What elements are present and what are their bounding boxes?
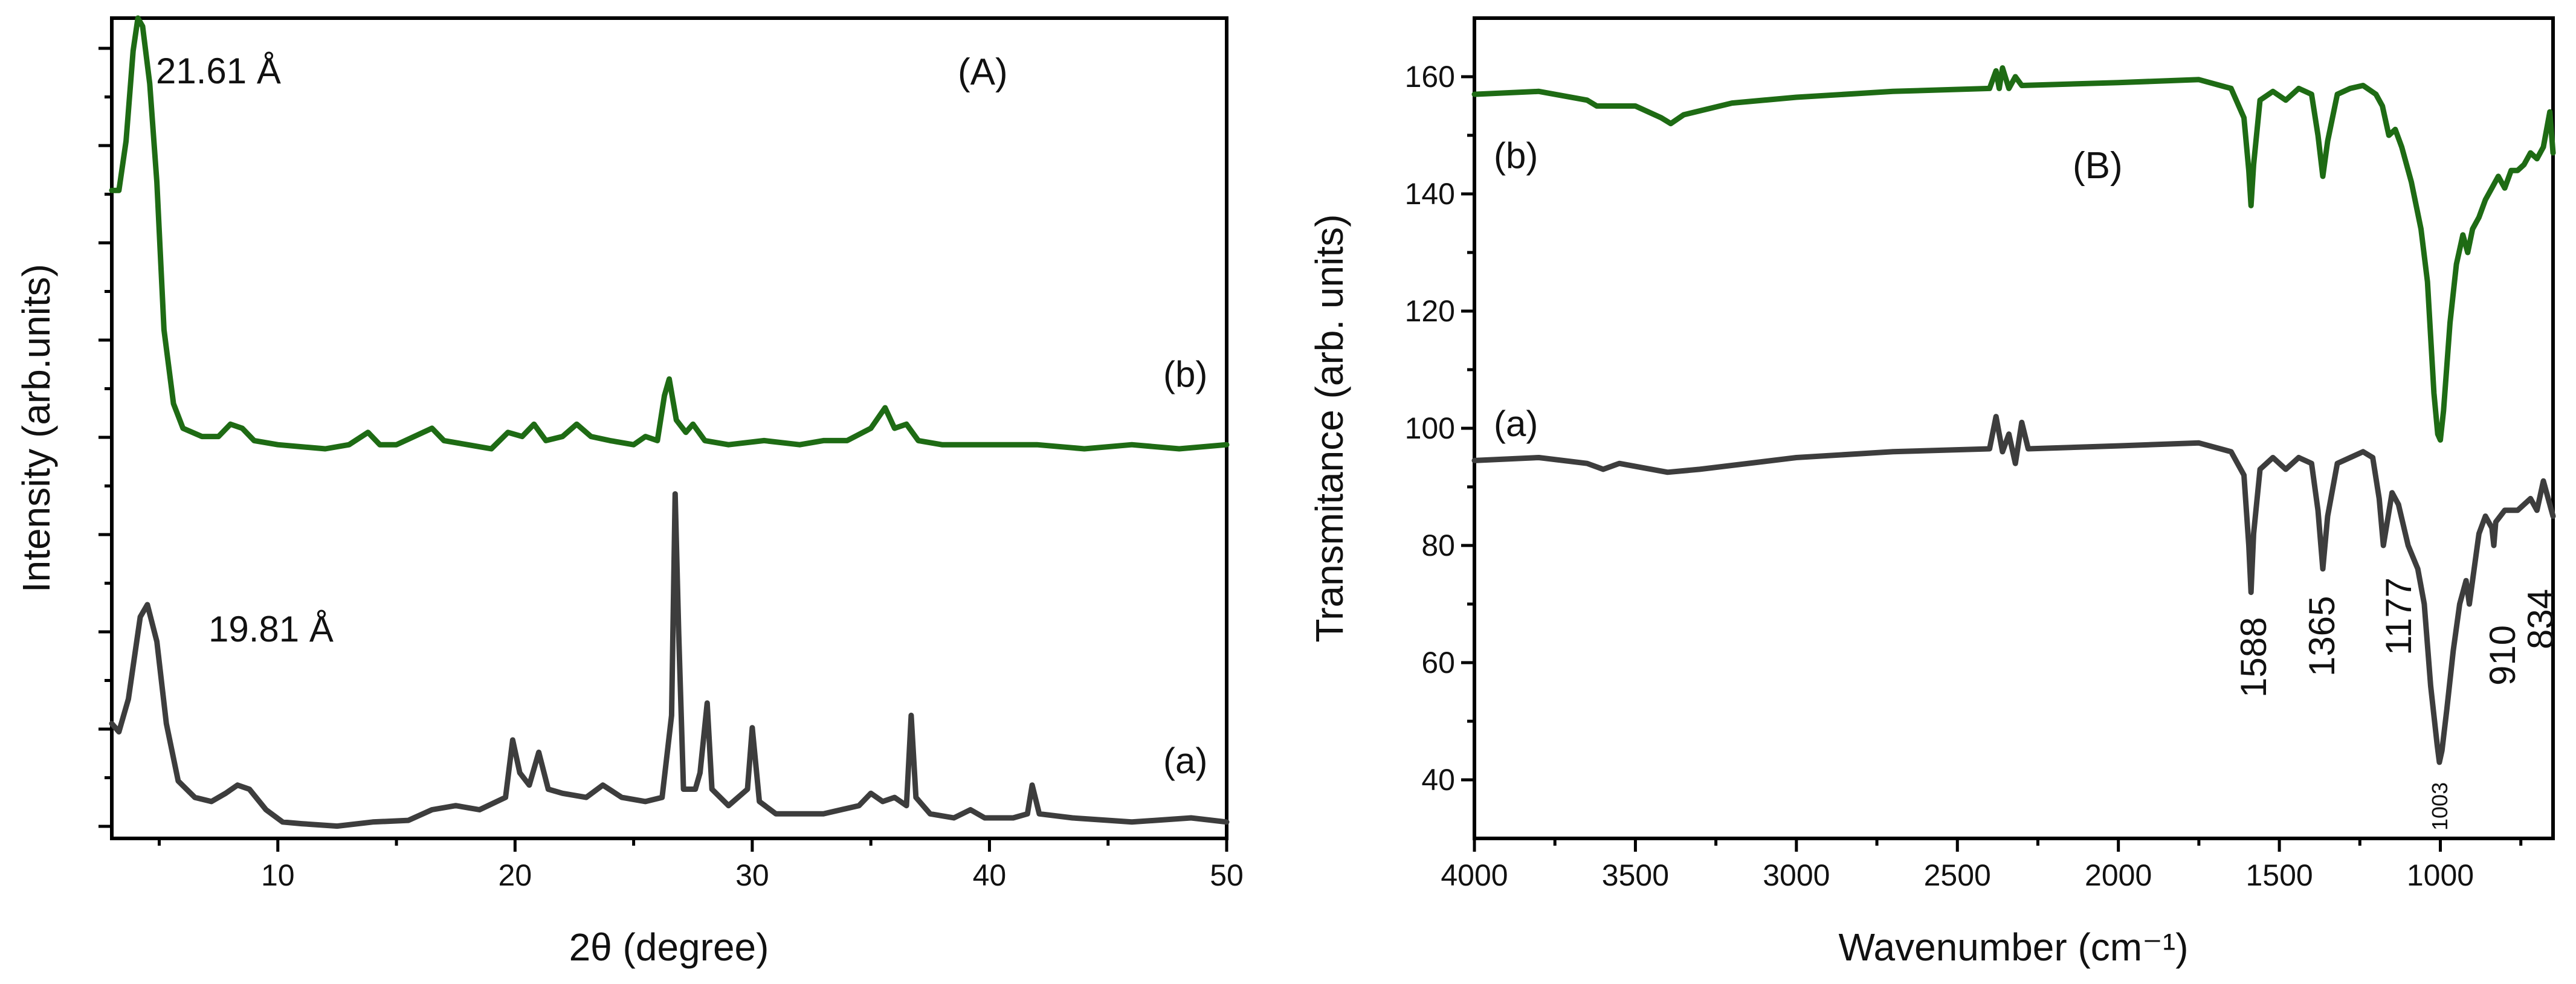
ftir-peak-1003: 1003: [2427, 782, 2452, 831]
ftir-panel-label: (B): [2073, 145, 2123, 187]
xrd-x-tick-label: 10: [261, 858, 295, 892]
xrd-panel-label: (A): [958, 51, 1008, 93]
ftir-peak-1588: 1588: [2233, 617, 2274, 698]
ftir-plot-frame: [1473, 16, 2555, 840]
xrd-x-tick-label: 20: [499, 858, 532, 892]
ftir-peak-1365: 1365: [2302, 596, 2342, 677]
xrd-traces: [109, 15, 1230, 829]
ftir-y-tick-label: 60: [1421, 646, 1455, 680]
xrd-x-axis-label: 2θ (degree): [569, 925, 769, 969]
xrd-trace-b: [109, 15, 1230, 452]
xrd-panel: 10 20 30 40 50 (A) 21.61 Å 19.81 Å (b) (a) 2…: [15, 15, 1244, 969]
ftir-ticks: 4000 3500 3000 2500 2000 1500 1000 40 60 80 100 120…: [1405, 60, 2523, 892]
ftir-y-tick-label: 140: [1405, 177, 1455, 211]
ftir-y-tick-label: 120: [1405, 294, 1455, 328]
xrd-peak-label-b: 21.61 Å: [156, 51, 281, 91]
ftir-x-tick-label: 2500: [1924, 858, 1991, 892]
ftir-curve-label-b: (b): [1494, 135, 1538, 176]
ftir-x-tick-label: 3500: [1602, 858, 1669, 892]
xrd-x-tick-label: 30: [735, 858, 769, 892]
xrd-curve-label-a: (a): [1163, 741, 1207, 781]
ftir-y-tick-label: 100: [1405, 411, 1455, 445]
ftir-y-tick-label: 160: [1405, 60, 1455, 94]
ftir-x-tick-label: 4000: [1441, 858, 1508, 892]
ftir-peak-1177: 1177: [2378, 577, 2419, 655]
ftir-x-tick-label: 1000: [2407, 858, 2474, 892]
ftir-x-tick-label: 1500: [2245, 858, 2313, 892]
xrd-x-tick-label: 40: [973, 858, 1007, 892]
ftir-peak-834: 834: [2520, 589, 2561, 649]
xrd-trace-a: [109, 491, 1230, 829]
ftir-y-tick-label: 80: [1421, 529, 1455, 562]
ftir-x-axis-label: Wavenumber (cm⁻¹): [1838, 925, 2188, 969]
ftir-x-tick-label: 2000: [2085, 858, 2152, 892]
ftir-trace-b: [1471, 65, 2556, 443]
ftir-y-tick-label: 40: [1421, 763, 1455, 797]
xrd-curve-label-b: (b): [1163, 354, 1207, 394]
xrd-ticks: 10 20 30 40 50: [98, 47, 1244, 892]
ftir-trace-a: [1471, 414, 2556, 765]
ftir-peak-910: 910: [2482, 625, 2523, 686]
ftir-y-axis-label: Transmitance (arb. units): [1308, 214, 1351, 643]
ftir-panel: 4000 3500 3000 2500 2000 1500 1000 40 60 80 100 120…: [1308, 16, 2561, 969]
ftir-x-tick-label: 3000: [1763, 858, 1830, 892]
xrd-y-axis-label: Intensity (arb.units): [15, 264, 58, 593]
xrd-x-tick-label: 50: [1210, 858, 1244, 892]
ftir-curve-label-a: (a): [1494, 404, 1538, 444]
ftir-traces: [1471, 65, 2556, 765]
xrd-plot-frame: [110, 16, 1228, 840]
xrd-peak-label-a: 19.81 Å: [208, 609, 334, 649]
